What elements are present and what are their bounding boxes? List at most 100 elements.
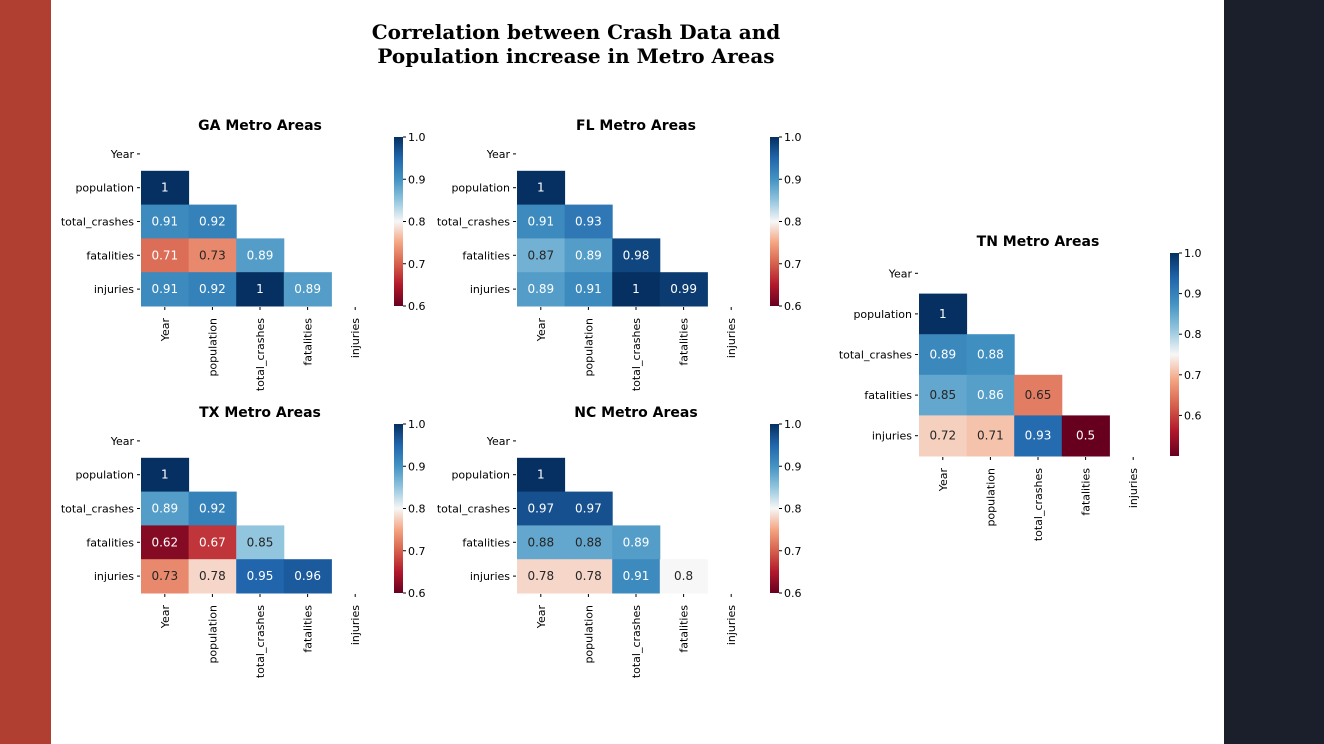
- cell-value-label: 0.72: [929, 429, 956, 443]
- cell-value-label: 0.67: [199, 535, 226, 549]
- cell-value-label: 0.86: [977, 388, 1004, 402]
- right-accent-bar: [1224, 0, 1324, 744]
- cell-value-label: 0.89: [247, 248, 274, 262]
- colorbar-tick-label: 0.9: [784, 460, 802, 473]
- colorbar: [770, 137, 779, 306]
- y-tick-label: population: [451, 469, 510, 482]
- x-tick-label: injuries: [725, 318, 738, 358]
- y-tick-label: Year: [888, 267, 913, 280]
- x-tick-label: fatalities: [678, 605, 691, 653]
- heatmap-cell: [612, 272, 661, 307]
- heatmap-cell: [188, 491, 237, 526]
- heatmap-cell: [188, 272, 237, 307]
- x-tick-label: total_crashes: [254, 605, 267, 678]
- x-tick-label: fatalities: [302, 605, 315, 653]
- y-tick-label: fatalities: [86, 249, 134, 262]
- heatmap-cell: [919, 374, 968, 416]
- heatmap-cell: [283, 559, 332, 594]
- cell-value-label: 0.95: [247, 569, 274, 583]
- cell-value-label: 0.92: [199, 282, 226, 296]
- colorbar-tick-label: 0.6: [1184, 409, 1202, 422]
- heatmap-cell: [612, 525, 661, 560]
- cell-value-label: 0.91: [151, 282, 178, 296]
- heatmap-cell: [517, 272, 566, 307]
- cell-value-label: 0.89: [929, 348, 956, 362]
- y-tick-label: fatalities: [864, 389, 912, 402]
- cell-value-label: 0.73: [199, 248, 226, 262]
- y-tick-label: injuries: [470, 283, 510, 296]
- x-tick-label: total_crashes: [630, 605, 643, 678]
- colorbar-tick-label: 0.8: [1184, 328, 1202, 341]
- chart-title: FL Metro Areas: [576, 118, 696, 134]
- cell-value-label: 0.71: [151, 248, 178, 262]
- cell-value-label: 0.88: [527, 535, 554, 549]
- y-tick-label: Year: [110, 148, 135, 161]
- y-tick-label: injuries: [94, 283, 134, 296]
- heatmap-cell: [1014, 374, 1063, 416]
- colorbar-tick-label: 0.6: [408, 300, 426, 313]
- y-tick-label: population: [75, 469, 134, 482]
- chart-title: TN Metro Areas: [977, 234, 1100, 250]
- colorbar-tick-label: 0.8: [784, 503, 802, 516]
- y-tick-label: Year: [486, 148, 511, 161]
- colorbar-tick-label: 1.0: [1184, 247, 1202, 260]
- heatmap-cell: [564, 204, 613, 239]
- colorbar-tick-label: 0.6: [784, 300, 802, 313]
- chart-title: NC Metro Areas: [574, 405, 697, 421]
- x-tick-label: fatalities: [1080, 468, 1093, 516]
- heatmap-cell: [236, 272, 285, 307]
- cell-value-label: 0.98: [623, 248, 650, 262]
- heatmap-cell: [188, 204, 237, 239]
- heatmap-cell: [659, 272, 708, 307]
- heatmap-cell: [1061, 415, 1110, 457]
- colorbar-tick-label: 0.9: [408, 460, 426, 473]
- colorbar-tick-label: 0.7: [784, 258, 802, 271]
- x-tick-label: Year: [535, 318, 548, 343]
- heatmap-cell: [1014, 415, 1063, 457]
- x-tick-label: Year: [159, 605, 172, 630]
- cell-value-label: 0.92: [199, 502, 226, 516]
- slide-title: Correlation between Crash Data and Popul…: [300, 20, 852, 68]
- x-tick-label: Year: [159, 318, 172, 343]
- heatmap-cell: [919, 334, 968, 376]
- y-tick-label: total_crashes: [61, 503, 134, 516]
- heatmap-cell: [564, 491, 613, 526]
- colorbar-tick-label: 1.0: [784, 418, 802, 431]
- heatmap-cell: [966, 334, 1015, 376]
- y-tick-label: population: [75, 182, 134, 195]
- cell-value-label: 0.78: [199, 569, 226, 583]
- cell-value-label: 0.8: [674, 569, 693, 583]
- heatmap-cell: [612, 238, 661, 273]
- x-tick-label: population: [582, 318, 595, 377]
- cell-value-label: 0.88: [575, 535, 602, 549]
- cell-value-label: 0.89: [575, 248, 602, 262]
- colorbar-tick-label: 1.0: [784, 131, 802, 144]
- cell-value-label: 0.78: [575, 569, 602, 583]
- heatmap-cell: [517, 559, 566, 594]
- y-tick-label: total_crashes: [61, 216, 134, 229]
- heatmap-cell: [564, 272, 613, 307]
- heatmap-cell: [141, 491, 190, 526]
- heatmap-cell: [517, 491, 566, 526]
- heatmap-cell: [141, 272, 190, 307]
- cell-value-label: 0.89: [151, 502, 178, 516]
- y-tick-label: population: [853, 308, 912, 321]
- colorbar-tick-label: 1.0: [408, 418, 426, 431]
- heatmap-cell: [141, 204, 190, 239]
- colorbar-tick-label: 0.7: [408, 258, 426, 271]
- heatmap-cell: [517, 525, 566, 560]
- heatmap-cell: [141, 170, 190, 206]
- y-tick-label: injuries: [872, 430, 912, 443]
- heatmap-cell: [517, 457, 566, 493]
- x-tick-label: injuries: [349, 318, 362, 358]
- y-tick-label: total_crashes: [437, 503, 510, 516]
- cell-value-label: 0.96: [294, 569, 321, 583]
- colorbar: [394, 424, 403, 593]
- x-tick-label: population: [582, 605, 595, 664]
- y-tick-label: fatalities: [462, 249, 510, 262]
- heatmap-cell: [188, 559, 237, 594]
- heatmap-cell: [141, 559, 190, 594]
- cell-value-label: 0.78: [527, 569, 554, 583]
- heatmap-cell: [236, 238, 285, 273]
- x-tick-label: fatalities: [302, 318, 315, 366]
